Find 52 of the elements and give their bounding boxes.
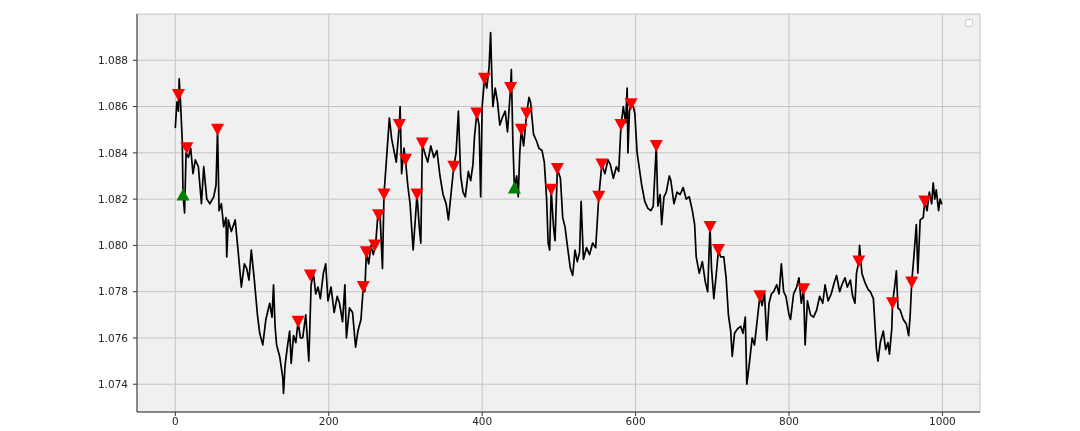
point	[410, 188, 424, 201]
y-tick-label: 1.080	[97, 239, 128, 252]
y-tick-label: 1.074	[97, 377, 129, 390]
x-tick-label: 800	[778, 415, 800, 428]
x-tick-label: 1000	[929, 415, 956, 428]
point	[377, 188, 391, 201]
point	[886, 297, 900, 310]
point	[415, 137, 429, 150]
point	[703, 220, 717, 233]
point	[470, 107, 484, 120]
y-tick-label: 1.076	[97, 331, 129, 344]
point	[291, 315, 305, 328]
point	[624, 98, 638, 111]
point	[595, 158, 609, 171]
point	[592, 190, 606, 203]
point	[176, 188, 190, 201]
point	[359, 246, 373, 259]
point	[514, 123, 528, 136]
point	[211, 123, 225, 136]
x-tick-label: 0	[172, 415, 179, 428]
x-tick-label: 400	[472, 415, 493, 428]
point	[905, 276, 919, 289]
y-tick-label: 1.084	[97, 146, 129, 159]
point	[852, 255, 866, 268]
point	[303, 269, 317, 282]
point	[171, 88, 185, 101]
x-tick-label: 200	[318, 415, 339, 428]
point	[372, 209, 386, 222]
point	[392, 119, 406, 132]
y-tick-label: 1.082	[97, 192, 128, 205]
y-tick-label: 1.078	[97, 285, 128, 298]
point	[180, 142, 194, 155]
point	[504, 82, 518, 95]
point	[753, 290, 767, 303]
point	[356, 281, 370, 294]
point	[550, 163, 564, 176]
point	[544, 183, 558, 196]
point	[447, 160, 461, 173]
point	[477, 72, 491, 85]
point	[918, 195, 932, 208]
point	[398, 153, 412, 166]
line-series	[174, 31, 943, 395]
point	[368, 239, 382, 252]
point	[797, 283, 811, 296]
point	[520, 107, 534, 120]
point	[614, 119, 628, 132]
point	[649, 139, 663, 152]
x-tick-label: 600	[625, 415, 646, 428]
y-tick-label: 1.086	[97, 100, 129, 113]
y-tick-label: 1.088	[97, 54, 128, 67]
point	[507, 181, 521, 194]
point	[711, 244, 725, 257]
